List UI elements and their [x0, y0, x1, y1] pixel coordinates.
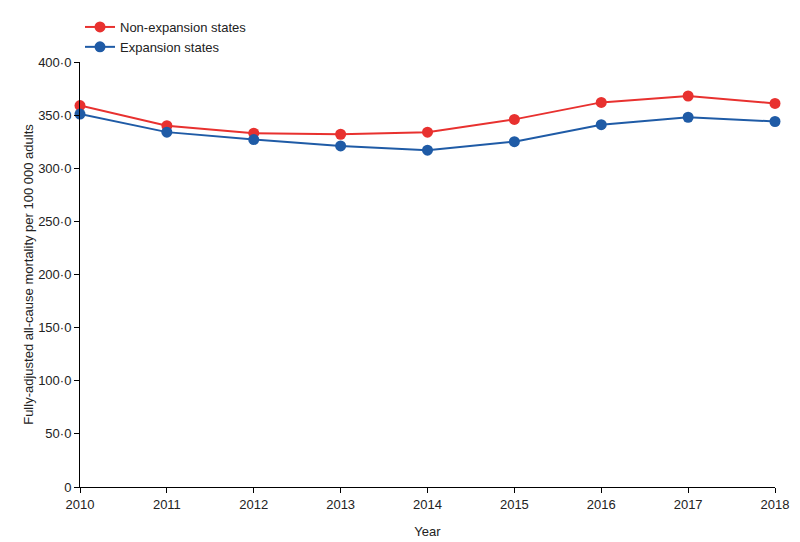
svg-text:2014: 2014: [413, 497, 442, 512]
svg-text:150·0: 150·0: [38, 320, 71, 335]
svg-text:50·0: 50·0: [45, 426, 71, 441]
svg-text:400·0: 400·0: [38, 55, 71, 70]
svg-text:Non-expansion states: Non-expansion states: [120, 20, 246, 35]
svg-text:2015: 2015: [500, 497, 529, 512]
svg-text:200·0: 200·0: [38, 267, 71, 282]
svg-text:2016: 2016: [587, 497, 616, 512]
svg-text:300·0: 300·0: [38, 161, 71, 176]
svg-text:2012: 2012: [239, 497, 268, 512]
svg-text:2018: 2018: [761, 497, 790, 512]
svg-text:2011: 2011: [153, 497, 181, 512]
svg-text:Fully-adjusted all-cause morta: Fully-adjusted all-cause mortality per 1…: [21, 124, 36, 425]
svg-text:Expansion states: Expansion states: [120, 40, 220, 55]
svg-text:250·0: 250·0: [38, 214, 71, 229]
svg-text:100·0: 100·0: [38, 373, 71, 388]
svg-text:0: 0: [64, 480, 71, 495]
svg-text:2010: 2010: [66, 497, 95, 512]
svg-text:2017: 2017: [674, 497, 703, 512]
svg-text:Year: Year: [414, 524, 441, 539]
svg-text:2013: 2013: [326, 497, 355, 512]
svg-text:350·0: 350·0: [38, 108, 71, 123]
